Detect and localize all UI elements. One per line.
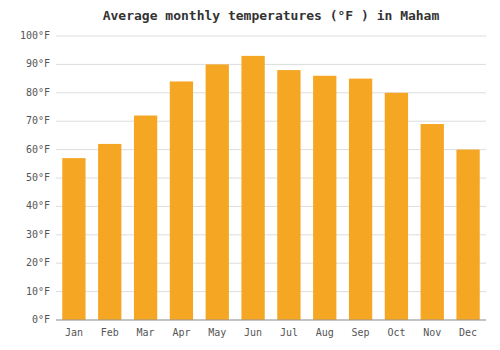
chart-title: Average monthly temperatures (°F ) in Ma… bbox=[103, 8, 440, 23]
grid-line bbox=[56, 92, 486, 93]
bar bbox=[349, 79, 372, 320]
bar bbox=[241, 56, 264, 320]
x-tick-label: Sep bbox=[352, 327, 370, 338]
bar bbox=[385, 93, 408, 320]
bar bbox=[134, 116, 157, 320]
x-tick-label: Nov bbox=[423, 327, 441, 338]
y-axis: 0°F 10°F 20°F 30°F 40°F 50°F 60°F 70°F 80°F 90°F 1… bbox=[20, 30, 486, 325]
bar bbox=[62, 158, 85, 320]
y-tick-label: 70°F bbox=[26, 115, 50, 126]
chart-container: Average monthly temperatures (°F ) in Ma… bbox=[0, 0, 500, 350]
grid-line bbox=[56, 64, 486, 65]
bar bbox=[313, 76, 336, 320]
bar bbox=[456, 150, 479, 320]
y-tick-label: 10°F bbox=[26, 286, 50, 297]
y-tick-label: 0°F bbox=[32, 314, 50, 325]
y-tick-label: 80°F bbox=[26, 87, 50, 98]
x-tick-label: Apr bbox=[172, 327, 190, 338]
y-tick-label: 100°F bbox=[20, 30, 50, 41]
bar bbox=[421, 124, 444, 320]
x-tick-label: Dec bbox=[459, 327, 477, 338]
x-tick-label: Feb bbox=[101, 327, 119, 338]
chart-svg: Average monthly temperatures (°F ) in Ma… bbox=[0, 0, 500, 350]
x-tick-label: Jun bbox=[244, 327, 262, 338]
bar bbox=[98, 144, 121, 320]
x-tick-label: Mar bbox=[137, 327, 155, 338]
x-tick-label: Oct bbox=[387, 327, 405, 338]
bars bbox=[62, 56, 479, 320]
y-tick-label: 90°F bbox=[26, 58, 50, 69]
y-tick-label: 50°F bbox=[26, 172, 50, 183]
grid-line bbox=[56, 320, 486, 321]
bar bbox=[170, 81, 193, 320]
grid-line bbox=[56, 36, 486, 37]
x-tick-label: Jan bbox=[65, 327, 83, 338]
x-axis-line bbox=[56, 320, 486, 321]
bar bbox=[206, 64, 229, 320]
y-tick-label: 20°F bbox=[26, 257, 50, 268]
x-axis: Jan Feb Mar Apr May Jun Jul Aug Sep Oct Nov Dec bbox=[65, 327, 477, 338]
y-tick-label: 30°F bbox=[26, 229, 50, 240]
y-tick-label: 40°F bbox=[26, 200, 50, 211]
page: {"chart_data": {"type": "bar", "title": … bbox=[0, 0, 500, 350]
background bbox=[0, 0, 500, 350]
y-tick-label: 60°F bbox=[26, 144, 50, 155]
bar bbox=[277, 70, 300, 320]
x-tick-label: Jul bbox=[280, 327, 298, 338]
x-tick-label: Aug bbox=[316, 327, 334, 338]
grid-line bbox=[56, 121, 486, 122]
x-tick-label: May bbox=[208, 327, 226, 338]
